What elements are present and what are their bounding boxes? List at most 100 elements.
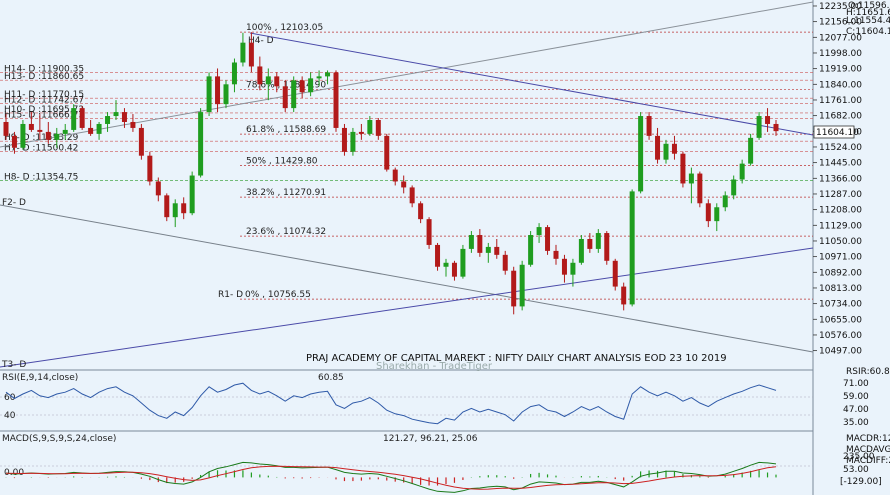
candle-body bbox=[20, 123, 26, 148]
rsi-axis-59: 59.00 bbox=[843, 392, 869, 402]
macd-value-label: 121.27, 96.21, 25.06 bbox=[383, 434, 478, 444]
rsi-tick-40: 40 bbox=[4, 411, 16, 421]
rsi-line bbox=[5, 382, 777, 425]
sr-level-label: H12- D :11742.67 bbox=[4, 96, 84, 106]
candle-body bbox=[477, 235, 483, 253]
macd-label: MACD(S,9,S,9,S,24,close) bbox=[2, 434, 116, 444]
candle-body bbox=[62, 129, 68, 134]
candle-body bbox=[739, 163, 745, 180]
candle-body bbox=[88, 127, 94, 134]
candle-body bbox=[155, 181, 161, 196]
candle-body bbox=[231, 62, 237, 85]
price-tick-label: 10576.00 bbox=[819, 331, 862, 341]
price-tick-label: 11287.00 bbox=[819, 190, 862, 200]
candle-body bbox=[485, 246, 491, 253]
candle-body bbox=[409, 187, 415, 204]
candle-body bbox=[561, 258, 567, 275]
candle-body bbox=[325, 72, 331, 77]
candle-body bbox=[578, 238, 584, 263]
candle-body bbox=[265, 76, 271, 85]
price-axis: 12235.00 12156.00 12077.00 11998.00 11919.00… bbox=[813, 2, 862, 357]
candle-body bbox=[3, 121, 9, 136]
candle-body bbox=[460, 248, 466, 277]
candle-body bbox=[164, 195, 170, 218]
macd-axis-53: 53.00 bbox=[843, 465, 869, 475]
candle-body bbox=[308, 78, 314, 93]
t3-trend-label: T3- D bbox=[1, 360, 26, 370]
price-tick-label: 12156.00 bbox=[819, 18, 862, 28]
candle-body bbox=[130, 121, 136, 128]
candle-body bbox=[341, 127, 347, 152]
candle-body bbox=[375, 120, 381, 136]
sr-level-label: H11- D :11770.15 bbox=[4, 90, 84, 100]
candle-body bbox=[350, 131, 356, 152]
candle-body bbox=[384, 135, 390, 170]
candle-body bbox=[198, 112, 204, 176]
macd-right-label-diff: MACDIFF:25.06 bbox=[846, 456, 890, 466]
candle-body bbox=[435, 244, 441, 267]
fib-level-label: 0% , 10756.55 bbox=[245, 290, 311, 300]
candle-body bbox=[536, 227, 542, 236]
chart-title: PRAJ ACADEMY OF CAPITAL MAREKT : NIFTY D… bbox=[306, 353, 727, 364]
candle-body bbox=[248, 42, 254, 67]
sr-level-label: H9- D :11553.29 bbox=[4, 133, 79, 143]
sr-level-label: H7- D :11500.42 bbox=[4, 144, 78, 154]
candle-body bbox=[223, 84, 229, 105]
price-tick-label: 10813.00 bbox=[819, 284, 862, 294]
f2-trend-label: F2- D bbox=[2, 198, 26, 208]
candle-body bbox=[773, 123, 779, 132]
candle-body bbox=[731, 179, 737, 196]
candle-body bbox=[181, 203, 187, 214]
fib-level-label: 61.8% , 11588.69 bbox=[246, 125, 326, 135]
price-tick-label: 11129.00 bbox=[819, 221, 862, 231]
candle-body bbox=[494, 246, 500, 255]
candle-body bbox=[45, 131, 51, 140]
candle-body bbox=[316, 76, 322, 79]
candle-body bbox=[714, 207, 720, 222]
fib-level-label: 23.6% , 11074.32 bbox=[246, 227, 326, 237]
candle-body bbox=[172, 203, 178, 218]
price-tick-label: 11445.00 bbox=[819, 159, 862, 169]
candle-body bbox=[257, 66, 263, 85]
candlestick-series bbox=[3, 32, 779, 315]
macd-axis-235: 235.00 bbox=[843, 452, 875, 462]
candle-body bbox=[426, 219, 432, 245]
candle-body bbox=[646, 116, 652, 136]
price-tick-label: 10892.00 bbox=[819, 268, 862, 278]
candle-body bbox=[528, 235, 534, 265]
candle-body bbox=[756, 116, 762, 138]
candle-body bbox=[595, 233, 601, 249]
ohlc-low: L:11554.4 bbox=[846, 16, 890, 26]
sr-level-label: H15- D :11666.73 bbox=[4, 111, 84, 121]
candle-body bbox=[282, 86, 288, 109]
rsi-value-label: 60.85 bbox=[318, 373, 344, 383]
candle-body bbox=[367, 120, 373, 134]
sr-level-label: H8- D :11354.75 bbox=[4, 173, 78, 183]
candle-body bbox=[621, 286, 627, 305]
candle-body bbox=[604, 233, 610, 261]
fib-top-tag: H4- D bbox=[248, 36, 274, 46]
candle-body bbox=[443, 262, 449, 267]
sr-level-label: H13- D :11860.65 bbox=[4, 72, 84, 82]
price-tick-label: 11208.00 bbox=[819, 206, 862, 216]
candle-body bbox=[240, 42, 246, 63]
candle-body bbox=[71, 108, 77, 130]
ohlc-high: H:11651.6 bbox=[846, 8, 890, 18]
trendlines: F2- D T3- D bbox=[0, 1, 814, 370]
candle-body bbox=[54, 133, 60, 140]
candle-body bbox=[79, 108, 85, 128]
price-tick-label: 11682.00 bbox=[819, 112, 862, 122]
candle-body bbox=[545, 227, 551, 251]
candle-body bbox=[147, 155, 153, 182]
rsi-axis-35: 35.00 bbox=[843, 418, 869, 428]
candle-body bbox=[722, 195, 728, 208]
candle-body bbox=[587, 238, 593, 249]
price-tick-label: 10971.00 bbox=[819, 253, 862, 263]
price-tick-label: 10497.00 bbox=[819, 347, 862, 357]
price-tick-label: 10734.00 bbox=[819, 300, 862, 310]
candle-body bbox=[688, 173, 694, 184]
candle-body bbox=[511, 270, 517, 307]
